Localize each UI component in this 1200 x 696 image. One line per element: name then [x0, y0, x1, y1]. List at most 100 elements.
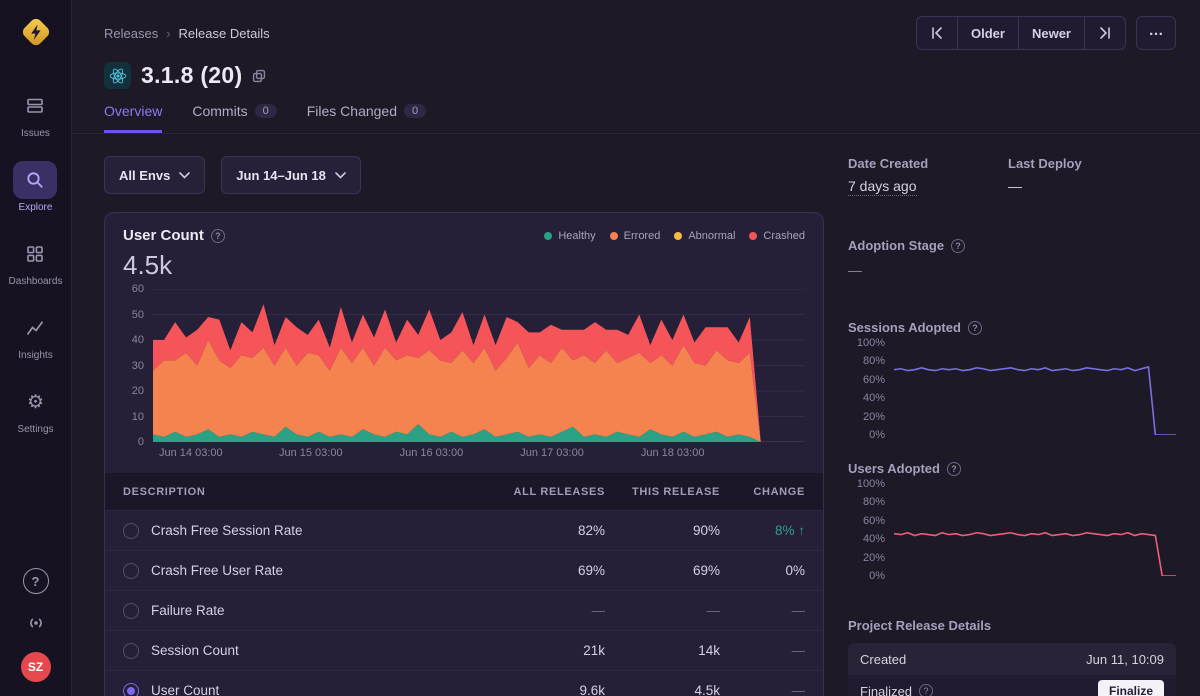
sidebar-item-insights[interactable]: Insights [13, 309, 57, 361]
help-icon[interactable]: ? [23, 568, 49, 594]
more-actions-button[interactable] [1136, 16, 1176, 50]
change-cell: 0% [720, 563, 805, 578]
newer-button[interactable]: Newer [1018, 17, 1084, 49]
metric-row[interactable]: Session Count 21k 14k — [105, 630, 823, 670]
gear-icon: ⚙ [13, 383, 57, 421]
question-tooltip-icon [947, 462, 961, 476]
chart-card-title: User Count [123, 227, 225, 244]
release-pager: Older Newer [916, 16, 1176, 50]
legend-item-errored[interactable]: Errored [610, 230, 661, 242]
chart-legend: Healthy Errored Abnormal [544, 230, 805, 242]
legend-item-crashed[interactable]: Crashed [749, 230, 805, 242]
broadcast-icon[interactable] [23, 610, 49, 636]
change-cell: 8% ↑ [720, 523, 805, 538]
environment-filter-dropdown[interactable]: All Envs [104, 156, 205, 194]
metric-radio[interactable] [123, 523, 139, 539]
sidebar-item-settings[interactable]: ⚙ Settings [13, 383, 57, 435]
x-axis: Jun 14 03:00Jun 15 03:00Jun 16 03:00Jun … [153, 447, 805, 463]
legend-item-healthy[interactable]: Healthy [544, 230, 595, 242]
breadcrumb: Releases › Release Details [104, 26, 270, 41]
sidebar-item-issues[interactable]: Issues [13, 87, 57, 139]
tab-commits[interactable]: Commits 0 [192, 103, 276, 133]
breadcrumb-separator-icon: › [166, 26, 170, 41]
metric-row[interactable]: Crash Free User Rate 69% 69% 0% [105, 550, 823, 590]
last-deploy-label: Last Deploy [1008, 156, 1176, 171]
user-count-total: 4.5k [105, 244, 823, 281]
crashed-dot-icon [749, 232, 757, 240]
nav-list: Issues Explore Dashboards [9, 87, 63, 435]
copy-icon [252, 69, 266, 83]
sidebar-item-label: Insights [18, 350, 52, 361]
skip-first-icon [930, 26, 944, 40]
metric-radio[interactable] [123, 683, 139, 696]
question-tooltip-icon [968, 321, 982, 335]
sidebar-item-label: Issues [21, 128, 50, 139]
users-adopted-heading: Users Adopted [848, 461, 1176, 476]
created-value: Jun 11, 10:09 [1086, 652, 1164, 667]
created-row: Created Jun 11, 10:09 [848, 643, 1176, 675]
user-avatar[interactable]: SZ [21, 652, 51, 682]
abnormal-dot-icon [674, 232, 682, 240]
breadcrumb-releases-link[interactable]: Releases [104, 26, 158, 41]
change-cell: — [720, 683, 805, 696]
react-project-icon [104, 62, 131, 89]
finalized-label: Finalized [860, 684, 912, 696]
sidebar-item-label: Explore [19, 202, 53, 213]
stacked-area-plot [153, 289, 805, 442]
metric-radio[interactable] [123, 643, 139, 659]
question-tooltip-icon [919, 684, 933, 696]
last-release-button[interactable] [1084, 17, 1125, 49]
users-line-plot [894, 484, 1176, 576]
question-tooltip-icon [211, 229, 225, 243]
release-tabs: Overview Commits 0 Files Changed 0 [104, 103, 1176, 133]
chevron-down-icon [335, 172, 346, 179]
release-header: Releases › Release Details Older Newer [72, 0, 1200, 134]
metric-row[interactable]: Crash Free Session Rate 82% 90% 8% ↑ [105, 510, 823, 550]
adoption-stage-value: — [848, 262, 1176, 278]
older-button[interactable]: Older [957, 17, 1018, 49]
metric-row[interactable]: User Count 9.6k 4.5k — [105, 670, 823, 696]
insights-icon [13, 309, 57, 347]
metric-row[interactable]: Failure Rate — — — [105, 590, 823, 630]
date-created-value: 7 days ago [848, 178, 917, 196]
metrics-table-header: DESCRIPTION ALL RELEASES THIS RELEASE CH… [105, 473, 823, 510]
skip-last-icon [1098, 26, 1112, 40]
finalized-row: Finalized Finalize [848, 675, 1176, 696]
first-release-button[interactable] [917, 17, 957, 49]
release-meta: Date Created Last Deploy 7 days ago — [848, 156, 1176, 194]
commits-count-badge: 0 [255, 104, 277, 118]
metrics-table: DESCRIPTION ALL RELEASES THIS RELEASE CH… [105, 473, 823, 696]
tab-files-changed[interactable]: Files Changed 0 [307, 103, 426, 133]
y-axis: 100%80%60%40%20%0% [848, 343, 894, 435]
sidebar-bottom: ? SZ [21, 568, 51, 686]
sentry-logo-icon [18, 14, 54, 50]
sidebar-item-dashboards[interactable]: Dashboards [9, 235, 63, 287]
change-cell: — [720, 643, 805, 658]
sessions-adopted-heading: Sessions Adopted [848, 320, 1176, 335]
sessions-adopted-chart: 100%80%60%40%20%0% [848, 343, 1176, 435]
date-range-dropdown[interactable]: Jun 14–Jun 18 [221, 156, 361, 194]
date-created-label: Date Created [848, 156, 1008, 171]
issues-icon [13, 87, 57, 125]
sidebar-item-explore[interactable]: Explore [13, 161, 57, 213]
tab-overview[interactable]: Overview [104, 103, 162, 133]
sessions-line-plot [894, 343, 1176, 435]
page-title: 3.1.8 (20) [141, 62, 242, 89]
legend-item-abnormal[interactable]: Abnormal [674, 230, 735, 242]
dashboards-icon [13, 235, 57, 273]
chevron-down-icon [179, 172, 190, 179]
errored-dot-icon [610, 232, 618, 240]
primary-sidebar: Issues Explore Dashboards [0, 0, 72, 696]
created-label: Created [860, 652, 906, 667]
metric-radio[interactable] [123, 563, 139, 579]
copy-version-button[interactable] [252, 69, 266, 83]
sentry-logo[interactable] [18, 14, 54, 53]
users-adopted-chart: 100%80%60%40%20%0% [848, 484, 1176, 576]
adoption-stage-heading: Adoption Stage [848, 238, 1176, 253]
metric-radio[interactable] [123, 603, 139, 619]
files-changed-count-badge: 0 [404, 104, 426, 118]
change-cell: — [720, 603, 805, 618]
filter-bar: All Envs Jun 14–Jun 18 [104, 156, 824, 194]
main-column: All Envs Jun 14–Jun 18 User Count [104, 156, 824, 696]
finalize-button[interactable]: Finalize [1098, 680, 1164, 696]
